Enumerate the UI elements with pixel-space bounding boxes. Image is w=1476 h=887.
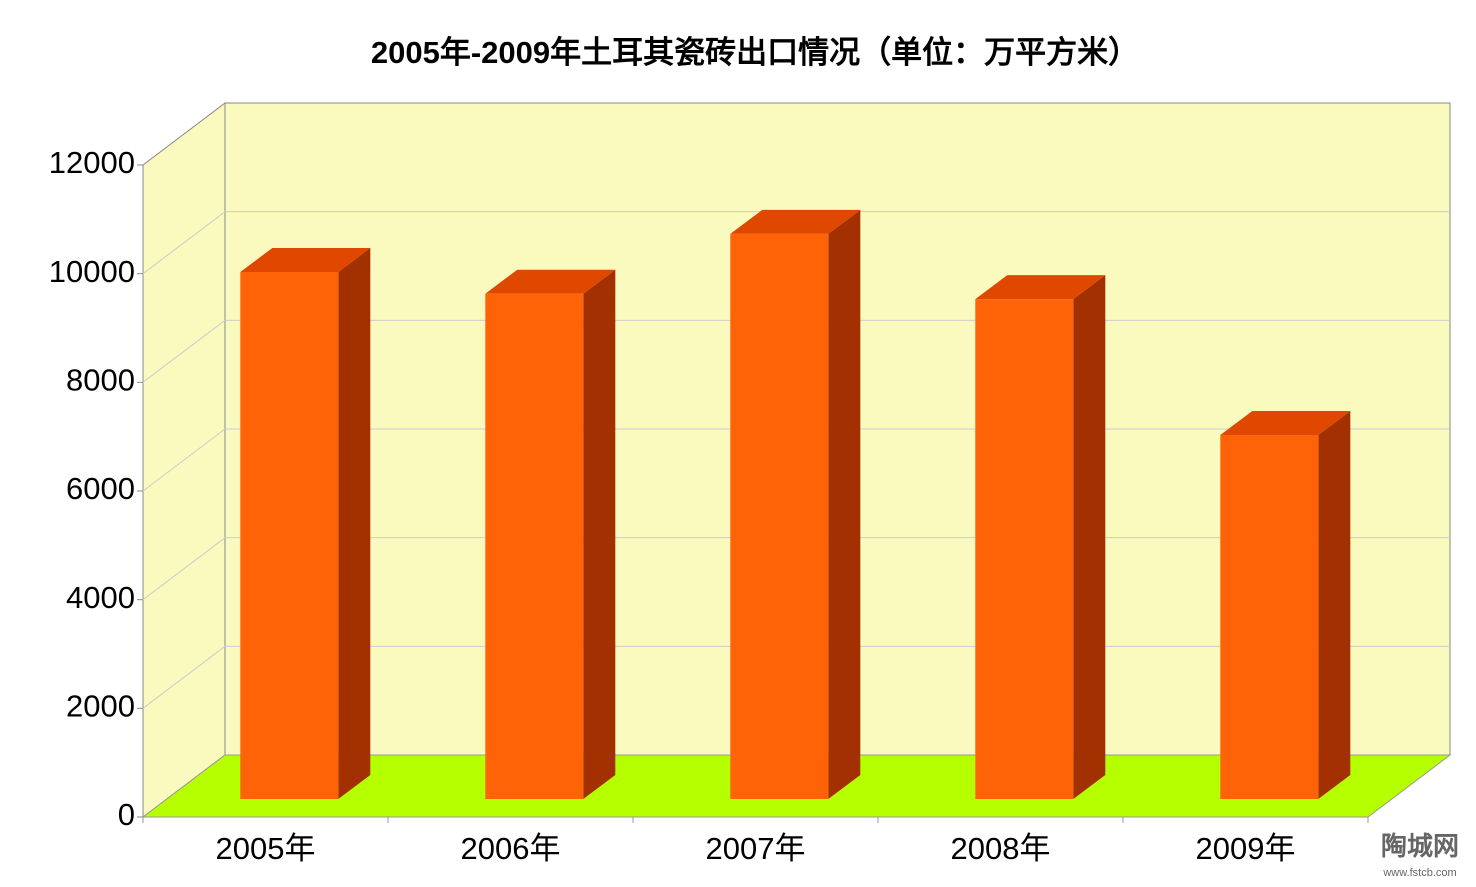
y-tick-label: 6000 [66, 471, 135, 506]
grid-line [142, 211, 226, 275]
y-tick-label: 2000 [66, 689, 135, 724]
bar-side [1073, 275, 1106, 800]
bar-top [240, 247, 371, 272]
grid-line [142, 645, 226, 709]
bar [240, 271, 339, 799]
bar-side [828, 209, 861, 799]
bar [975, 299, 1074, 799]
x-tick-label: 2005年 [216, 831, 316, 866]
y-tick-label: 10000 [49, 254, 135, 289]
bar [730, 233, 829, 799]
bar-side [338, 247, 371, 799]
watermark: 陶城网 [1381, 831, 1459, 861]
bar-top [975, 275, 1106, 300]
x-tick-label: 2006年 [461, 831, 561, 866]
y-tick-label: 4000 [66, 580, 135, 615]
bar-side [1318, 410, 1351, 799]
bar-top [730, 209, 861, 234]
y-tick-label: 0 [118, 797, 135, 832]
bar-side [583, 269, 616, 799]
grid-line [142, 428, 226, 492]
chart-title: 2005年-2009年土耳其瓷砖出口情况（单位：万平方米） [371, 35, 1139, 70]
bar [485, 293, 584, 799]
watermark-url: www.fstcb.com [1382, 867, 1456, 879]
x-tick-label: 2009年 [1196, 831, 1296, 866]
x-tick-label: 2007年 [706, 831, 806, 866]
bars [240, 209, 1351, 800]
bar-top [1220, 410, 1351, 435]
y-tick-label: 12000 [49, 145, 135, 180]
bar-top [485, 269, 616, 294]
grid-line [142, 319, 226, 383]
grid-line [142, 537, 226, 601]
y-tick-label: 8000 [66, 363, 135, 398]
bar [1220, 434, 1319, 799]
x-tick-label: 2008年 [951, 831, 1051, 866]
